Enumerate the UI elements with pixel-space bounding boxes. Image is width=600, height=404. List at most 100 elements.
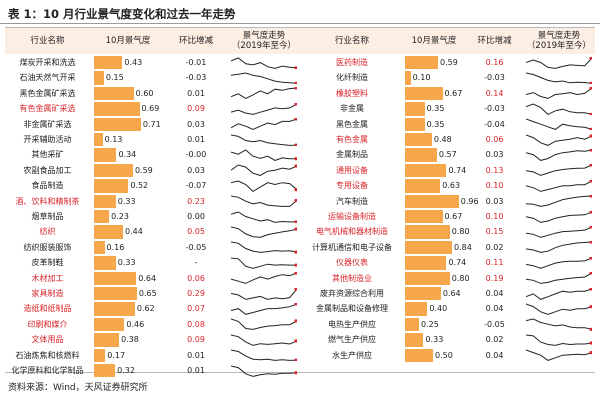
table-row: 烟草制品 0.23 0.00 [5,209,595,224]
trend-sparkline [228,70,300,85]
trend-sparkline [228,178,300,193]
trend-sparkline [523,255,595,270]
value-cell: 0.40 [403,301,465,316]
industry-name: 其他制造业 [332,273,372,283]
value-cell: 0.64 [92,271,164,286]
trend-latest-marker [589,127,592,131]
table-row: 汽车制造 0.96 0.03 [5,194,595,209]
title-divider [0,23,600,24]
change-cell: 0.03 [187,119,205,129]
trend-sparkline [228,147,300,162]
table-row: 木材加工 0.64 0.06 [5,271,595,286]
table-title: 表 1：10 月行业景气度变化和过去一年走势 [8,7,236,21]
table-row: 纺织 0.44 0.05 [5,224,595,239]
value-text: 0.84 [454,242,472,252]
change-cell: 0.06 [187,273,205,283]
trend-line [526,72,592,84]
trend-line [231,118,297,131]
value-bar [94,179,129,193]
header-value-left: 10月景气度 [105,36,151,46]
trend-sparkline [523,348,595,363]
value-text: 0.80 [451,227,470,237]
value-bar [94,194,116,208]
table-row: 开采辅助活动 0.13 0.01 [5,132,595,147]
value-bar [405,86,443,101]
value-text: 0.63 [442,181,461,191]
trend-line [231,180,297,192]
trend-sparkline [228,363,300,378]
value-cell: 0.74 [403,255,466,270]
change-cell: 0.19 [485,273,504,283]
table-row: 专用设备 0.63 0.10 [5,178,595,193]
value-bar [94,117,141,131]
value-bar [94,364,116,378]
change-cell: -0.03 [185,73,207,83]
trend-latest-marker [294,272,297,275]
trend-sparkline [523,194,595,209]
value-text: 0.15 [105,73,124,83]
trend-line [526,288,592,300]
trend-line [231,303,297,315]
value-bar [94,86,134,101]
industry-name: 煤炭开采和洗选 [19,58,76,67]
table-row: 印刷和媒介 0.46 0.08 [5,317,595,332]
industry-name: 皮革制鞋 [31,258,64,268]
value-text: 0.48 [433,135,452,144]
trend-line [526,318,592,331]
value-text: 0.64 [138,273,157,283]
industry-name: 金属制品 [336,150,368,160]
change-cell: 0.01 [187,366,205,375]
trend-line [231,241,297,254]
trend-line [526,149,592,161]
value-bar [94,271,137,285]
table-row: 纺织服装服饰 0.16 -0.05 [5,240,595,255]
trend-latest-marker [294,81,297,85]
value-bar [405,302,428,316]
trend-line [231,226,297,238]
value-text: 0.35 [426,119,445,129]
value-text: 0.23 [111,212,129,221]
trend-line [231,210,297,223]
change-cell: 0.10 [485,212,504,221]
trend-latest-marker [589,225,592,229]
trend-line [231,87,297,100]
trend-latest-marker [589,81,592,85]
change-cell: 0.15 [485,227,504,237]
trend-latest-marker [294,250,297,254]
trend-sparkline [523,332,595,347]
change-cell: -0.00 [185,150,207,160]
trend-latest-marker [294,287,297,291]
industry-table: 行业名称 10月景气度 环比增减 景气度走势 （2019年至今） 行业名称 10… [5,27,595,378]
change-cell: 0.10 [485,181,504,191]
value-cell: 0.65 [92,286,164,301]
trend-latest-marker [294,198,297,203]
table-row: 通用设备 0.74 0.13 [5,163,595,178]
change-cell: 0.11 [485,258,504,268]
trend-sparkline [523,70,595,85]
value-text: 0.35 [426,104,445,114]
table-row: 造纸和纸制品 0.62 0.07 [5,301,595,316]
trend-sparkline [523,224,595,239]
change-cell: -0.04 [484,119,505,129]
industry-name: 酒、饮料和精制茶 [15,196,80,206]
trend-line [231,149,297,161]
trend-sparkline [228,332,300,347]
trend-latest-marker [294,338,297,343]
value-cell: 0.34 [92,147,164,162]
change-cell: -0.05 [185,242,207,252]
change-cell: 0.09 [187,104,205,114]
change-cell: 0.06 [485,135,504,144]
value-text: 0.67 [444,88,463,98]
trend-line [231,257,297,269]
industry-name: 食品制造 [31,181,64,191]
value-text: 0.69 [141,104,160,114]
industry-name: 燃气生产供应 [328,335,376,345]
value-cell: 0.10 [403,70,465,85]
industry-name: 家具制造 [31,289,64,298]
value-text: 0.43 [124,58,143,67]
trend-sparkline [228,117,300,132]
value-text: 0.33 [117,196,136,206]
trend-line [526,334,592,346]
table-row: 化学原料和化学制品 0.32 0.01 [5,363,595,378]
value-bar [405,148,437,162]
